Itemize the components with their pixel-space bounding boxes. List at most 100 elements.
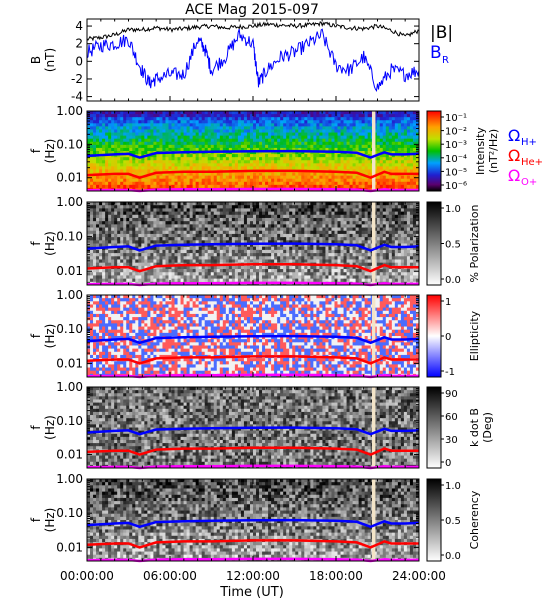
spectrogram-cell	[108, 230, 112, 235]
spectrogram-cell	[159, 129, 163, 133]
spectrogram-cell	[120, 202, 124, 206]
spectrogram-cell	[277, 202, 281, 206]
spectrogram-cell	[406, 157, 411, 161]
spectrogram-cell	[162, 147, 166, 152]
spectrogram-cell	[135, 123, 139, 127]
spectrogram-cell	[310, 175, 314, 180]
spectrogram-cell	[168, 227, 172, 232]
spectrogram-cell	[108, 114, 112, 118]
spectrogram-cell	[177, 147, 181, 152]
spectrogram-cell	[337, 141, 341, 146]
spectrogram-cell	[105, 160, 109, 164]
spectrogram-cell	[364, 151, 369, 155]
spectrogram-cell	[228, 120, 233, 124]
spectrogram-cell	[355, 184, 360, 189]
spectrogram-cell	[274, 243, 278, 248]
spectrogram-cell	[249, 154, 254, 158]
spectrogram-cell	[141, 163, 145, 167]
spectrogram-cell	[313, 114, 317, 118]
spectrogram-cell	[204, 253, 209, 257]
spectrogram-cell	[289, 181, 293, 186]
spectrogram-cell	[93, 224, 97, 228]
spectrogram-cell	[253, 160, 257, 164]
spectrogram-cell	[132, 132, 136, 137]
spectrogram-cell	[292, 221, 296, 225]
spectrogram-cell	[262, 157, 266, 161]
spectrogram-cell	[150, 253, 154, 257]
spectrogram-cell	[192, 211, 197, 216]
spectrogram-cell	[147, 240, 151, 244]
spectrogram-cell	[295, 256, 299, 260]
spectrogram-cell	[268, 117, 272, 121]
colorbar	[426, 110, 442, 192]
spectrogram-cell	[373, 132, 378, 137]
spectrogram-cell	[403, 126, 408, 130]
spectrogram-cell	[180, 138, 184, 143]
spectrogram-cell	[177, 224, 181, 228]
spectrogram-cell	[400, 141, 405, 146]
spectrogram-cell	[268, 205, 272, 209]
spectrogram-cell	[162, 141, 166, 146]
spectrogram-cell	[159, 138, 163, 143]
spectrogram-cell	[280, 221, 284, 225]
spectrogram-cell	[289, 114, 293, 118]
spectrogram-cell	[256, 275, 260, 280]
spectrogram-cell	[271, 135, 275, 140]
spectrogram-cell	[174, 181, 178, 186]
spectrogram-cell	[331, 114, 335, 118]
spectrogram-cell	[397, 138, 402, 143]
spectrogram-cell	[376, 138, 381, 143]
spectrogram-cell	[256, 111, 260, 115]
spectrogram-cell	[138, 259, 142, 264]
spectrogram-cell	[403, 181, 408, 186]
spectrogram-cell	[219, 205, 224, 209]
spectrogram-cell	[394, 166, 399, 170]
spectrogram-cell	[271, 205, 275, 209]
spectrogram-cell	[292, 111, 296, 115]
spectrogram-cell	[198, 253, 203, 257]
spectrogram-cell	[364, 111, 369, 115]
spectrogram-cell	[352, 160, 357, 164]
spectrogram-cell	[177, 214, 181, 219]
spectrogram-cell	[295, 123, 299, 127]
spectrogram-cell	[102, 144, 106, 149]
spectrogram-cell	[216, 126, 221, 130]
spectrogram-cell	[349, 114, 353, 118]
spectrogram-cell	[304, 157, 308, 161]
spectrogram-cell	[265, 256, 269, 260]
spectrogram-cell	[249, 233, 254, 238]
spectrogram-cell	[141, 144, 145, 149]
spectrogram-cell	[135, 214, 139, 219]
spectrogram-cell	[195, 211, 200, 216]
spectrogram-cell	[174, 278, 178, 283]
spectrogram-cell	[120, 114, 124, 118]
spectrogram-cell	[111, 144, 115, 149]
spectrogram-cell	[271, 166, 275, 170]
spectrogram-cell	[301, 249, 305, 254]
spectrogram-cell	[171, 184, 175, 189]
spectrogram-cell	[397, 178, 402, 183]
spectrogram-cell	[114, 205, 118, 209]
spectrogram-cell	[126, 224, 130, 228]
chart-title: ACE Mag 2015-097	[185, 2, 319, 18]
spectrogram-cell	[237, 154, 242, 158]
spectrogram-cell	[189, 166, 194, 170]
spectrogram-cell	[343, 120, 347, 124]
spectrogram-cell	[204, 265, 209, 270]
spectrogram-cell	[301, 135, 305, 140]
spectrogram-cell	[283, 253, 287, 257]
spectrogram-cell	[111, 233, 115, 238]
spectrogram-cell	[216, 114, 221, 118]
spectrogram-cell	[256, 249, 260, 254]
spectrogram-cell	[403, 154, 408, 158]
spectrogram-cell	[382, 120, 387, 124]
spectrogram-cell	[210, 114, 215, 118]
spectrogram-cell	[277, 184, 281, 189]
spectrogram-cell	[132, 262, 136, 267]
spectrogram-cell	[165, 249, 169, 254]
spectrogram-cell	[243, 205, 248, 209]
spectrogram-cell	[249, 208, 254, 212]
spectrogram-cell	[150, 123, 154, 127]
spectrogram-cell	[237, 117, 242, 121]
spectrogram-cell	[289, 211, 293, 216]
